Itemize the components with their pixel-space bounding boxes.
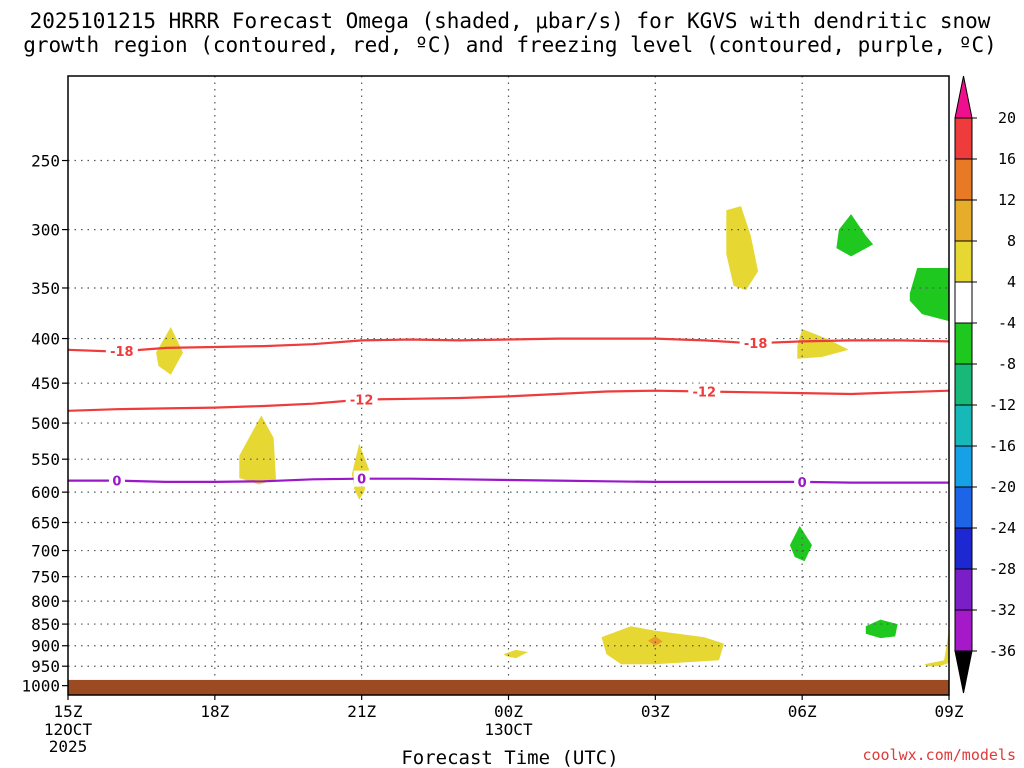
contour-label-bg-dgz-minus12-0 [345, 391, 378, 408]
omega-blob-lower-yellow-main [601, 626, 724, 665]
colorbar-label-6: -8 [998, 355, 1016, 373]
colorbar-segment-12 [954, 609, 973, 652]
y-tick-label-400: 400 [31, 330, 60, 349]
plot-background [68, 76, 949, 695]
contour-label-bg-dgz-minus18-1 [739, 335, 772, 352]
colorbar: 20 16 12 8 4 -4 -8 -12 -16 -20 -24 -28 -32 -36 [954, 75, 1016, 694]
plot-area: -18 -18 -12 -12 0 0 0 250 300 350 400 450 500 550 600 6… [21, 75, 964, 756]
omega-blob-lower-green [865, 619, 898, 639]
contour-label-dgz-minus18-0: -18 [110, 345, 134, 360]
contour-label-bg-dgz-minus12-1 [688, 383, 721, 400]
contour-label-freezing-level-0: 0 [112, 475, 121, 490]
colorbar-label-12: -32 [989, 601, 1016, 619]
colorbar-label-10: -24 [989, 519, 1016, 537]
credit-text: coolwx.com/models [862, 746, 1016, 764]
colorbar-top-arrow [954, 75, 973, 119]
colorbar-segment-11 [954, 568, 973, 611]
y-tick-label-500: 500 [31, 414, 60, 433]
contour-label-dgz-minus12-1: -12 [693, 386, 717, 401]
colorbar-segment-1 [954, 158, 973, 201]
chart-title-line-1: 2025101215 HRRR Forecast Omega (shaded, … [30, 9, 991, 33]
y-tick-label-800: 800 [31, 592, 60, 611]
y-tick-label-750: 750 [31, 568, 60, 587]
contour-label-dgz-minus18-1: -18 [744, 337, 768, 352]
y-tick-label-250: 250 [31, 152, 60, 171]
y-tick-label-600: 600 [31, 483, 60, 502]
x-tick-sublabel-15Z-0: 12OCT [44, 720, 93, 739]
colorbar-label-0: 20 [998, 109, 1016, 127]
colorbar-segment-3 [954, 240, 973, 283]
contours: -18 -18 -12 -12 0 0 0 [68, 335, 949, 491]
ground-fill [68, 679, 949, 695]
y-tick-label-900: 900 [31, 637, 60, 656]
omega-blob-lower-yellow-core [648, 636, 663, 646]
colorbar-segment-5 [954, 322, 973, 365]
omega-blob-lower-yellow-left [503, 649, 529, 659]
contour-label-bg-dgz-minus18-0 [105, 343, 138, 360]
colorbar-bottom-arrow [954, 650, 973, 694]
y-tick-label-650: 650 [31, 513, 60, 532]
omega-blob-near-18-right [797, 329, 849, 359]
contour-line-dgz-minus12 [68, 389, 949, 412]
x-tick-label-15Z: 15Z [54, 702, 83, 721]
colorbar-label-3: 8 [1007, 232, 1016, 250]
y-tick-label-1000: 1000 [21, 677, 60, 696]
x-tick-label-00Z: 00Z [494, 702, 523, 721]
x-tick-label-21Z: 21Z [347, 702, 376, 721]
omega-shading [156, 206, 949, 667]
x-tick-sublabel-00Z-0: 13OCT [484, 720, 533, 739]
omega-blob-right-green [909, 268, 949, 322]
omega-blob-mid-left [239, 415, 276, 485]
omega-blob-upper-green [836, 214, 874, 257]
colorbar-segment-10 [954, 527, 973, 570]
colorbar-label-5: -4 [998, 314, 1016, 332]
colorbar-label-9: -20 [989, 478, 1016, 496]
colorbar-label-1: 16 [998, 150, 1016, 168]
colorbar-label-11: -28 [989, 560, 1016, 578]
x-tick-label-03Z: 03Z [641, 702, 670, 721]
colorbar-label-8: -16 [989, 437, 1016, 455]
colorbar-segment-4 [954, 281, 973, 324]
colorbar-label-2: 12 [998, 191, 1016, 209]
contour-label-bg-freezing-level-2 [794, 473, 811, 490]
omega-blob-upper-yellow [726, 206, 759, 291]
contour-label-freezing-level-2: 0 [798, 476, 807, 491]
y-tick-label-850: 850 [31, 615, 60, 634]
y-tick-label-300: 300 [31, 221, 60, 240]
colorbar-segment-2 [954, 199, 973, 242]
colorbar-label-4: 4 [1007, 273, 1016, 291]
y-tick-label-950: 950 [31, 657, 60, 676]
x-axis-label: Forecast Time (UTC) [401, 747, 618, 768]
contour-label-bg-freezing-level-0 [108, 472, 125, 489]
colorbar-segment-0 [954, 117, 973, 160]
colorbar-label-13: -36 [989, 642, 1016, 660]
x-tick-label-18Z: 18Z [200, 702, 229, 721]
y-tick-label-700: 700 [31, 542, 60, 561]
omega-blob-low-green [789, 525, 812, 562]
omega-blob-lower-yellow-right [924, 628, 949, 667]
y-tick-label-550: 550 [31, 450, 60, 469]
chart-title-line-2: growth region (contoured, red, ºC) and f… [23, 33, 997, 57]
colorbar-segment-7 [954, 404, 973, 447]
y-axis: 250 300 350 400 450 500 550 600 650 700 750 800 850 9… [21, 152, 68, 696]
x-tick-sublabel-15Z-1: 2025 [49, 737, 88, 756]
y-tick-label-450: 450 [31, 374, 60, 393]
contour-label-bg-freezing-level-1 [353, 470, 370, 487]
contour-label-dgz-minus12-0: -12 [350, 394, 374, 409]
x-tick-label-09Z: 09Z [935, 702, 964, 721]
colorbar-segment-6 [954, 363, 973, 406]
contour-line-dgz-minus18 [68, 337, 949, 353]
colorbar-segment-8 [954, 445, 973, 488]
omega-blob-near-18-left [156, 327, 183, 375]
colorbar-segment-9 [954, 486, 973, 529]
colorbar-label-7: -12 [989, 396, 1016, 414]
y-tick-label-350: 350 [31, 279, 60, 298]
contour-label-freezing-level-1: 0 [357, 473, 366, 488]
x-tick-label-06Z: 06Z [788, 702, 817, 721]
